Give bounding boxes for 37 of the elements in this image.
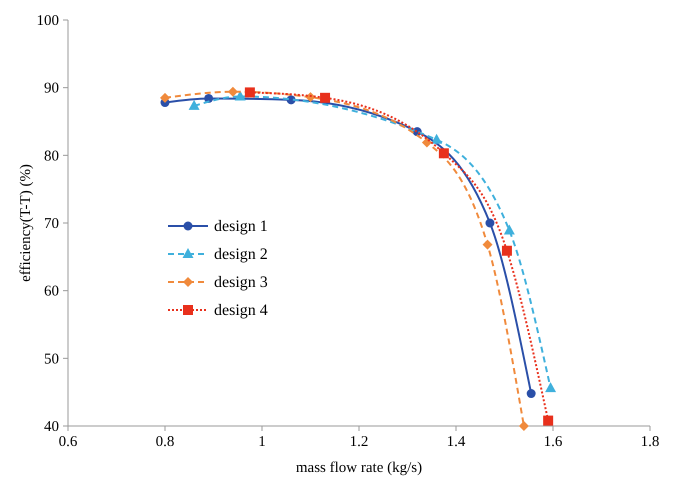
x-tick-label: 1.8	[640, 434, 660, 450]
x-tick-label: 1	[258, 434, 266, 450]
point	[502, 246, 512, 256]
y-tick-label: 70	[44, 216, 59, 232]
y-axis-title: efficiency(T-T) (%)	[18, 164, 34, 282]
y-tick-label: 80	[44, 148, 59, 164]
y-tick-label: 60	[44, 284, 59, 300]
x-tick-label: 1.6	[544, 434, 563, 450]
x-tick-label: 1.2	[350, 434, 368, 450]
legend-label: design 1	[214, 218, 268, 235]
point	[485, 218, 494, 228]
point	[234, 90, 246, 100]
point	[228, 86, 238, 97]
point	[482, 240, 493, 250]
point	[160, 92, 170, 103]
x-tick-label: 1.4	[446, 434, 466, 450]
x-axis-title: mass flow rate (kg/s)	[296, 460, 422, 476]
point	[518, 421, 529, 431]
point	[545, 382, 556, 392]
y-tick-label: 50	[44, 351, 59, 368]
legend-label: design 4	[214, 302, 268, 319]
point	[422, 137, 432, 148]
point	[244, 87, 255, 98]
point	[526, 389, 536, 398]
y-tick-label: 100	[36, 13, 59, 29]
legend-label: design 3	[214, 274, 268, 291]
point	[431, 134, 442, 144]
point	[188, 100, 200, 110]
y-tick-label: 90	[44, 80, 59, 97]
point	[543, 416, 554, 426]
x-tick-label: 0.6	[58, 434, 78, 450]
legend-label: design 2	[214, 246, 268, 263]
y-tick-label: 40	[44, 419, 59, 435]
point	[504, 224, 515, 234]
x-tick-label: 0.8	[156, 434, 174, 450]
point	[320, 92, 330, 103]
point	[438, 148, 449, 158]
